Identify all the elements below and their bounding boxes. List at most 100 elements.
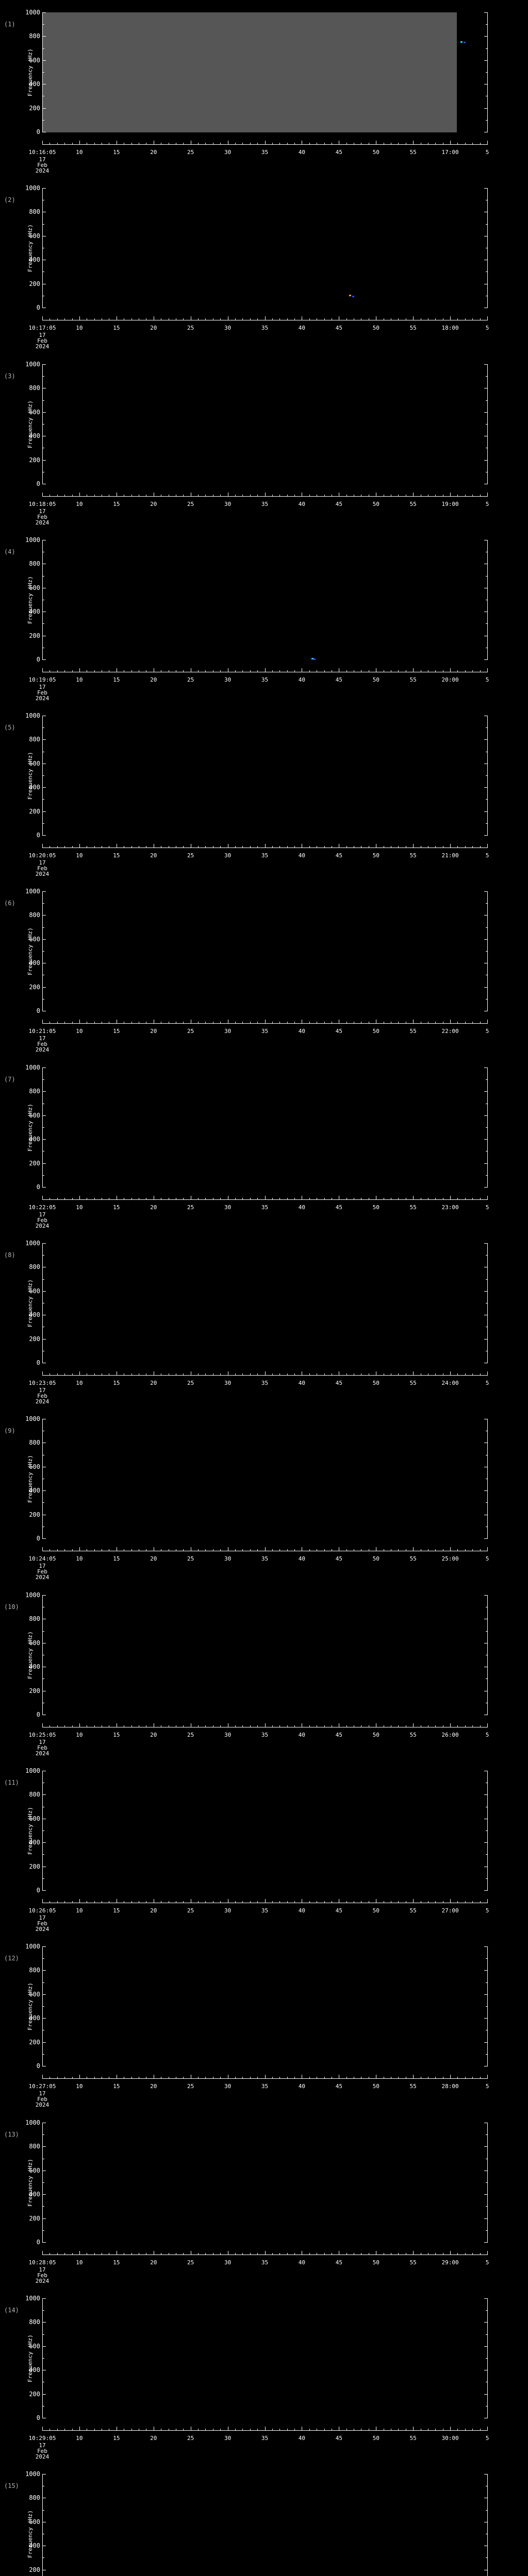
x-tick-label: 25 (187, 325, 194, 331)
y-tick-label: 0 (36, 656, 40, 663)
y-tick (43, 1091, 46, 1092)
x-major-tick (450, 2251, 451, 2255)
x-minor-tick (220, 2077, 221, 2078)
x-tick-label: 45 (335, 1907, 342, 1914)
data-point (349, 295, 352, 297)
y-tick (43, 659, 46, 660)
x-tick-label: 30 (224, 1907, 232, 1914)
x-minor-tick (94, 495, 95, 496)
x-tick-label: 45 (335, 1204, 342, 1211)
x-major-tick (265, 2251, 266, 2255)
x-major-tick (265, 1196, 266, 1199)
x-minor-tick (346, 318, 347, 320)
y-tick (43, 1291, 46, 1292)
y-tick-label: 800 (29, 1967, 40, 1974)
x-minor-tick (465, 143, 466, 144)
x-minor-tick (250, 2429, 251, 2430)
x-minor-tick (309, 2077, 310, 2078)
x-minor-tick (220, 318, 221, 320)
y-tick (484, 835, 487, 836)
x-minor-tick (205, 846, 206, 848)
x-tick-label: 25 (187, 1380, 194, 1386)
x-tick-label: 50 (372, 1028, 380, 1035)
x-minor-tick (324, 2429, 325, 2430)
x-major-tick (413, 2427, 414, 2430)
y-tick-label: 400 (29, 1839, 40, 1846)
x-tick-label: 15 (113, 676, 120, 683)
y-tick-label: 1000 (25, 1943, 40, 1950)
y-tick (484, 1946, 487, 1947)
y-tick-label: 200 (29, 807, 40, 815)
x-tick-label: 45 (335, 2259, 342, 2266)
x-major-tick (42, 844, 43, 848)
x-minor-tick (465, 2253, 466, 2255)
x-minor-tick (279, 2077, 280, 2078)
y-tick-label: 0 (36, 1711, 40, 1718)
x-minor-tick (257, 1022, 258, 1023)
x-axis-line (42, 1199, 488, 1200)
y-tick-label: 800 (29, 2494, 40, 2502)
y-tick (43, 2146, 46, 2147)
x-tick-label: 20 (150, 1204, 157, 1211)
panel-number-label: (8) (4, 1251, 15, 1259)
start-date-label: 2024 (35, 871, 50, 877)
y-axis-line-left (42, 2474, 43, 2576)
x-major-tick (450, 1371, 451, 1375)
y-tick (484, 2298, 487, 2299)
x-minor-tick (72, 318, 73, 320)
x-tick-label: 15 (113, 2435, 120, 2442)
x-tick-label: 55 (409, 1204, 417, 1211)
x-minor-tick (287, 495, 288, 496)
x-major-tick (450, 493, 451, 496)
x-minor-tick (279, 1198, 280, 1199)
x-minor-tick (287, 846, 288, 848)
x-minor-tick (472, 318, 473, 320)
y-tick (43, 727, 44, 728)
y-axis-title: Frequency (Hz) (27, 576, 34, 624)
x-major-tick (487, 1899, 488, 1903)
y-tick (486, 903, 487, 904)
x-minor-tick (346, 1022, 347, 1023)
y-tick (484, 787, 487, 788)
start-date-label: 2024 (35, 343, 50, 350)
x-minor-tick (279, 1022, 280, 1023)
x-major-tick (450, 316, 451, 320)
x-minor-tick (457, 318, 458, 320)
x-minor-tick (131, 2077, 132, 2078)
x-tick-label: 25:00 (441, 1555, 459, 1562)
x-minor-tick (250, 1725, 251, 1727)
x-minor-tick (346, 143, 347, 144)
y-tick (43, 1982, 44, 1983)
x-tick-label: 35 (261, 149, 269, 156)
x-tick-label: 20 (150, 501, 157, 507)
x-minor-tick (94, 1374, 95, 1375)
x-minor-tick (309, 670, 310, 672)
y-tick (484, 1163, 487, 1164)
x-tick-label: 55 (409, 2435, 417, 2442)
x-tick-label: 25 (187, 852, 194, 859)
x-major-tick (79, 1547, 80, 1551)
y-tick (486, 2182, 487, 2183)
x-minor-tick (235, 1022, 236, 1023)
x-minor-tick (94, 2077, 95, 2078)
y-tick (484, 60, 487, 61)
x-minor-tick (457, 495, 458, 496)
x-minor-tick (272, 2253, 273, 2255)
x-minor-tick (250, 670, 251, 672)
x-tick-label: 55 (409, 1380, 417, 1386)
y-tick-label: 400 (29, 959, 40, 967)
x-tick-label: 20:00 (441, 676, 459, 683)
y-axis-title: Frequency (Hz) (27, 224, 34, 272)
start-date-label: Feb (37, 2272, 47, 2279)
x-minor-tick (250, 495, 251, 496)
start-date-label: 17 (39, 2266, 46, 2273)
x-minor-tick (294, 846, 295, 848)
x-minor-tick (398, 2077, 399, 2078)
x-tick-label: 10 (76, 676, 83, 683)
x-tick-label: 40 (298, 325, 306, 331)
x-tick-label: 10:21:05 (28, 1028, 56, 1035)
panel-number-label: (5) (4, 724, 15, 731)
y-tick (43, 811, 46, 812)
y-tick (486, 2510, 487, 2511)
x-minor-tick (457, 670, 458, 672)
